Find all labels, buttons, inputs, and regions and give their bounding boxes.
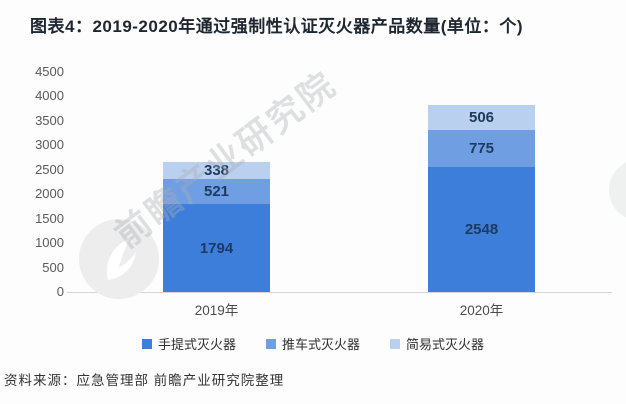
x-axis-category-label: 2019年	[194, 303, 239, 318]
legend-label: 推车式灭火器	[281, 337, 360, 352]
bar-value-label: 775	[468, 139, 495, 157]
bar-value-label: 521	[203, 183, 230, 201]
bar-value-label: 338	[203, 162, 230, 180]
x-axis-line	[67, 292, 612, 293]
bar-segment: 1794	[163, 204, 270, 292]
legend-swatch-icon	[265, 338, 276, 349]
bar-value-label: 506	[468, 108, 495, 126]
legend-swatch-icon	[390, 338, 400, 349]
y-tick-label: 3000	[35, 137, 64, 153]
legend-label: 手提式灭火器	[157, 337, 236, 352]
chart-title: 图表4：2019-2020年通过强制性认证灭火器产品数量(单位：个)	[30, 17, 524, 36]
legend-swatch-icon	[141, 338, 152, 349]
source-note: 资料来源：应急管理部 前瞻产业研究院整理	[4, 373, 285, 388]
legend: 手提式灭火器 推车式灭火器 简易式灭火器	[0, 334, 626, 353]
bar-segment: 2548	[428, 167, 535, 292]
y-tick-label: 1000	[35, 235, 64, 251]
y-tick-label: 2000	[35, 186, 64, 202]
legend-label: 简易式灭火器	[406, 337, 485, 352]
bar-segment: 338	[163, 162, 270, 179]
y-tick-label: 3500	[35, 112, 64, 128]
bar-segment: 775	[428, 129, 535, 168]
legend-item: 推车式灭火器	[265, 334, 360, 353]
bar-value-label: 1794	[199, 239, 234, 257]
bar-segment: 521	[163, 178, 270, 205]
y-tick-label: 0	[56, 284, 64, 299]
x-axis-category-label: 2020年	[459, 303, 504, 318]
y-tick-label: 2500	[35, 161, 64, 177]
y-tick-label: 500	[42, 259, 64, 275]
bar-value-label: 2548	[464, 221, 499, 239]
y-tick-label: 4000	[35, 88, 64, 104]
legend-item: 简易式灭火器	[390, 334, 484, 353]
y-tick-label: 1500	[35, 210, 64, 226]
legend-item: 手提式灭火器	[141, 334, 236, 353]
y-tick-label: 4500	[35, 64, 64, 79]
bar-segment: 506	[428, 104, 535, 130]
